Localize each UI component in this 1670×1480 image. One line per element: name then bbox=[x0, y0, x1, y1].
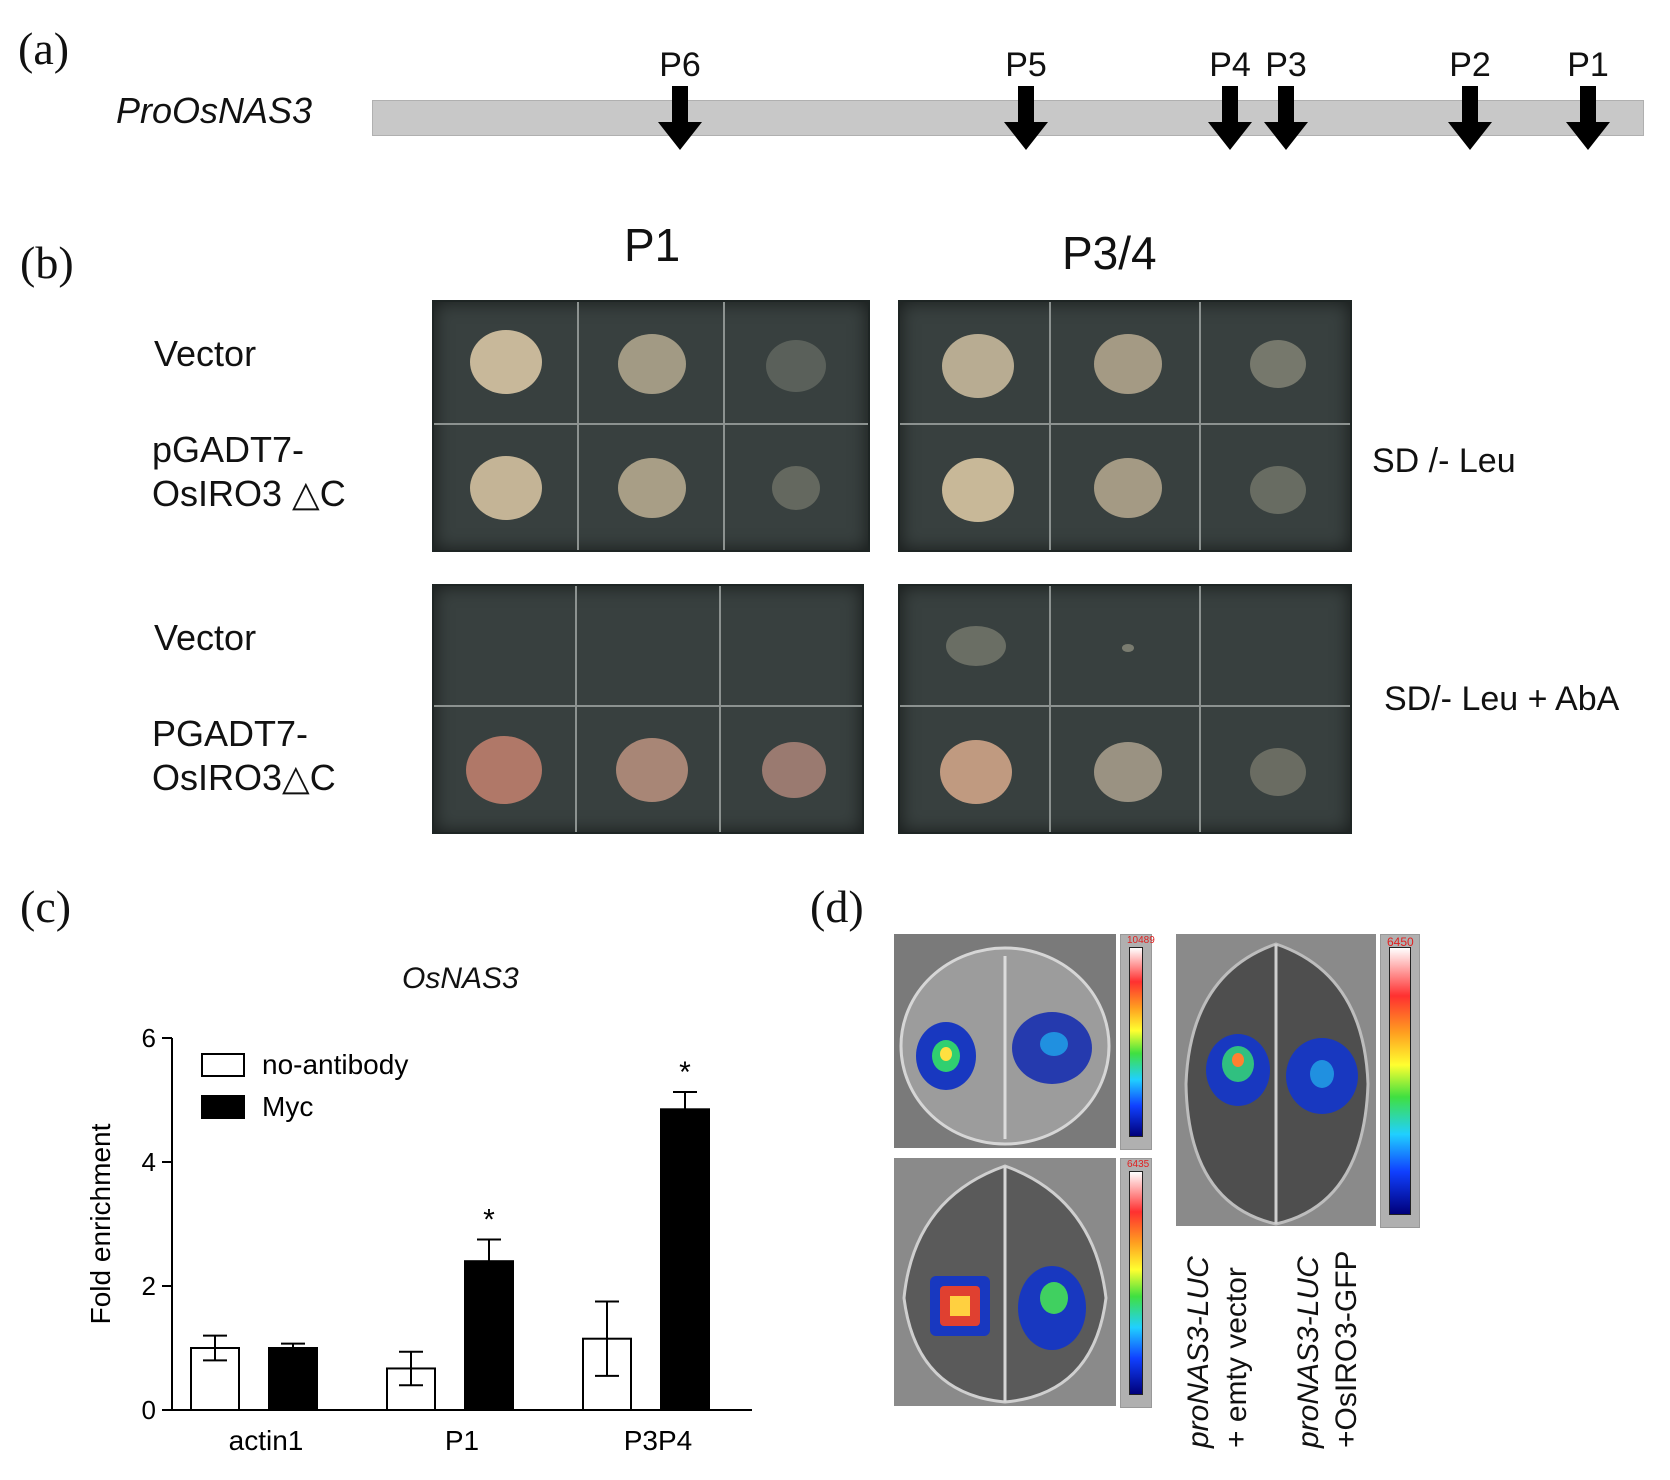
panel-label-a: (a) bbox=[18, 23, 70, 74]
promoter-bar bbox=[372, 100, 1644, 136]
significance-asterisk: * bbox=[679, 1056, 691, 1089]
fold-enrichment-chart: 0 2 4 6 Fold enrichment actin1 P1 * P3P4 * no-anti… bbox=[85, 1023, 752, 1456]
plate-p34-sd-leu-aba bbox=[898, 584, 1352, 834]
row-label-vector-top: Vector bbox=[154, 333, 257, 374]
col-header-p34: P3/4 bbox=[1062, 227, 1157, 279]
luc-label-osiro3-gfp-2: +OsIRO3-GFP bbox=[1330, 1250, 1364, 1448]
panel-label-b: (b) bbox=[20, 237, 74, 288]
legend-swatch-no-antibody bbox=[201, 1053, 245, 1077]
plate-p1-sd-leu bbox=[432, 300, 870, 552]
promoter-name: ProOsNAS3 bbox=[116, 90, 313, 131]
promoter-marker-p2: P2 bbox=[1440, 48, 1500, 159]
luc-image-bottom-left bbox=[894, 1158, 1116, 1406]
luc-image-right bbox=[1176, 934, 1376, 1226]
y-tick-label: 6 bbox=[142, 1023, 156, 1053]
y-axis-label: Fold enrichment bbox=[85, 1123, 116, 1324]
panel-label-c: (c) bbox=[20, 881, 72, 932]
promoter-marker-label: P1 bbox=[1567, 46, 1609, 84]
x-tick-label: actin1 bbox=[229, 1425, 304, 1456]
legend-label: no-antibody bbox=[262, 1049, 408, 1080]
chart-title: OsNAS3 bbox=[402, 962, 519, 995]
row-label-construct-bottom-1: PGADT7- bbox=[152, 713, 309, 754]
luc-label-empty-vector: proNAS3-LUC bbox=[1182, 1256, 1216, 1448]
luc-scale-bar-bottom-left: 6435 bbox=[1120, 1158, 1152, 1408]
luc-label-osiro3-gfp-line2: +OsIRO3-GFP bbox=[1330, 1250, 1363, 1448]
promoter-marker-p5: P5 bbox=[996, 48, 1056, 159]
bar-myc-p1 bbox=[464, 1260, 514, 1411]
luc-label-osiro3-gfp-line1: proNAS3-LUC bbox=[1292, 1256, 1325, 1448]
luc-scale-bar-right: 6450 bbox=[1380, 934, 1420, 1228]
scale-value-3: 6450 bbox=[1387, 935, 1414, 949]
x-tick-label: P1 bbox=[445, 1425, 479, 1456]
promoter-marker-p4: P4 bbox=[1200, 48, 1260, 159]
down-arrow-icon bbox=[1566, 86, 1610, 150]
panel-label-d: (d) bbox=[810, 881, 864, 932]
down-arrow-icon bbox=[658, 86, 702, 150]
row-label-construct-bottom-2: OsIRO3△C bbox=[152, 757, 336, 798]
luc-scale-bar-top-left: 10489 bbox=[1120, 934, 1155, 1150]
promoter-marker-label: P6 bbox=[659, 46, 701, 84]
promoter-marker-label: P3 bbox=[1265, 46, 1307, 84]
luc-label-empty-vector-line1: proNAS3-LUC bbox=[1182, 1256, 1215, 1448]
y-tick-label: 4 bbox=[142, 1147, 156, 1177]
condition-sd-leu-aba: SD/- Leu + AbA bbox=[1384, 680, 1620, 718]
row-label-construct-top-2: OsIRO3 △C bbox=[152, 473, 346, 514]
row-label-construct-top-1: pGADT7- bbox=[152, 429, 305, 470]
plate-p1-sd-leu-aba bbox=[432, 584, 864, 834]
y-tick-label: 2 bbox=[142, 1271, 156, 1301]
promoter-marker-p1: P1 bbox=[1558, 48, 1618, 159]
promoter-marker-label: P2 bbox=[1449, 46, 1491, 84]
scale-value-1: 10489 bbox=[1127, 935, 1155, 946]
promoter-marker-p3: P3 bbox=[1256, 48, 1316, 159]
down-arrow-icon bbox=[1448, 86, 1492, 150]
down-arrow-icon bbox=[1208, 86, 1252, 150]
luc-label-osiro3-gfp: proNAS3-LUC bbox=[1292, 1256, 1326, 1448]
significance-asterisk: * bbox=[483, 1204, 495, 1237]
bar-myc-p3p4 bbox=[660, 1108, 710, 1412]
bar-myc-actin1 bbox=[268, 1347, 318, 1411]
plate-p34-sd-leu bbox=[898, 300, 1352, 552]
down-arrow-icon bbox=[1004, 86, 1048, 150]
legend-label: Myc bbox=[262, 1091, 313, 1122]
y-tick-label: 0 bbox=[142, 1395, 156, 1425]
luc-image-top-left bbox=[894, 934, 1116, 1148]
down-arrow-icon bbox=[1264, 86, 1308, 150]
promoter-marker-p6: P6 bbox=[650, 48, 710, 159]
scale-value-2: 6435 bbox=[1127, 1159, 1150, 1170]
col-header-p1: P1 bbox=[624, 219, 681, 271]
promoter-marker-label: P5 bbox=[1005, 46, 1047, 84]
row-label-vector-bottom: Vector bbox=[154, 617, 257, 658]
promoter-marker-label: P4 bbox=[1209, 46, 1251, 84]
x-tick-label: P3P4 bbox=[624, 1425, 693, 1456]
luc-label-empty-vector-2: + emty vector bbox=[1220, 1267, 1254, 1448]
legend-swatch-myc bbox=[201, 1095, 245, 1119]
luc-label-empty-vector-line2: + emty vector bbox=[1220, 1267, 1253, 1448]
condition-sd-leu: SD /- Leu bbox=[1372, 442, 1516, 480]
bar-no-antibody-p1 bbox=[386, 1367, 436, 1411]
